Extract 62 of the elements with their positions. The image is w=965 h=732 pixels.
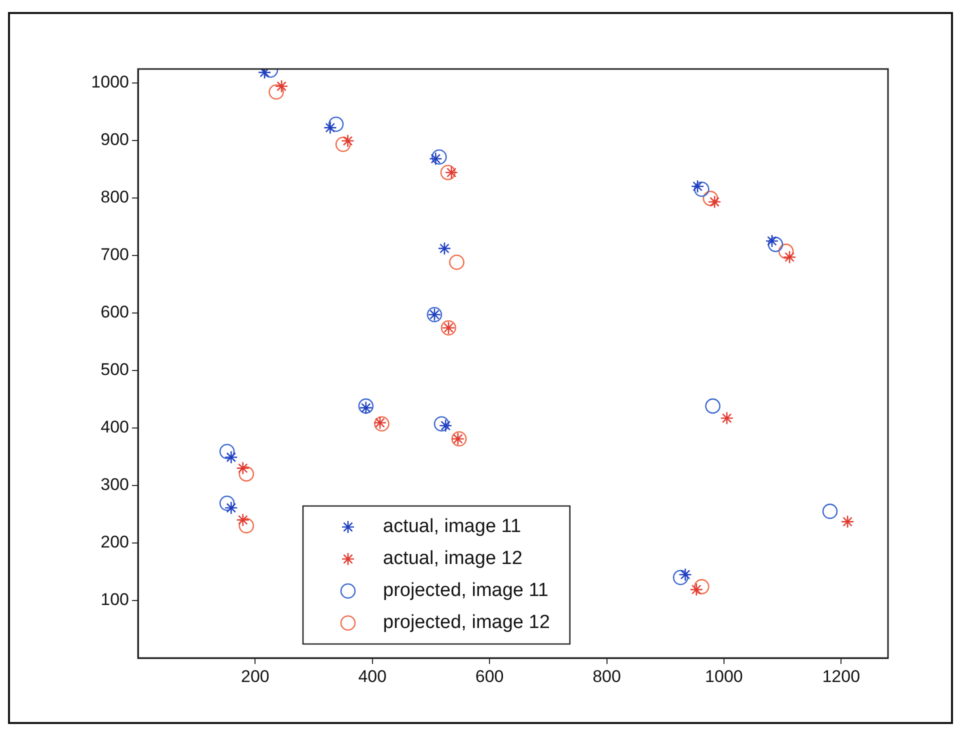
x-tick-label: 400 [358,666,387,686]
point [708,195,722,209]
point [702,190,718,206]
point [438,242,452,256]
y-tick-label: 900 [100,130,129,150]
y-tick-label: 400 [100,418,129,437]
point [335,136,351,152]
point [678,568,692,582]
legend-label: actual, image 11 [383,516,522,538]
point [224,450,238,464]
point [238,518,254,534]
point [274,80,288,93]
point [236,513,250,527]
x-tick-label: 1000 [705,666,743,686]
legend-label: projected, image 11 [383,580,548,602]
point [341,134,354,148]
point [440,164,456,180]
x-tick-label: 600 [475,666,504,686]
point [690,180,704,193]
point [268,84,284,100]
point [324,121,337,134]
point [840,515,854,528]
point [694,182,710,197]
point [438,418,452,432]
point [359,401,373,414]
point [768,236,784,252]
point [444,166,458,180]
x-tick-label: 800 [592,666,621,686]
y-tick-label: 500 [100,360,129,380]
point [328,116,344,132]
point [432,149,447,165]
y-tick-label: 100 [100,590,129,610]
point [720,411,734,425]
point [358,398,374,414]
point [219,496,235,511]
point [694,579,710,594]
point [219,444,235,460]
point [778,244,794,259]
y-tick-label: 600 [100,302,129,322]
point [238,466,254,482]
point [705,398,720,414]
point [782,250,796,264]
point [236,462,250,475]
point [449,254,464,270]
point [765,234,779,248]
point [690,582,704,596]
y-tick-label: 300 [100,475,129,494]
point [374,416,390,432]
legend-label: projected, image 12 [383,612,550,634]
y-tick-label: 800 [100,188,129,207]
point [672,570,688,586]
point [224,501,238,515]
point [434,416,450,432]
x-tick-label: 1200 [822,666,860,686]
point [373,416,387,430]
y-tick-label: 200 [100,532,129,552]
legend-label: actual, image 12 [383,548,522,570]
y-tick-label: 1000 [91,72,129,92]
y-tick-label: 700 [100,245,129,264]
point [822,504,838,519]
point [429,152,442,166]
x-tick-label: 200 [241,666,270,686]
